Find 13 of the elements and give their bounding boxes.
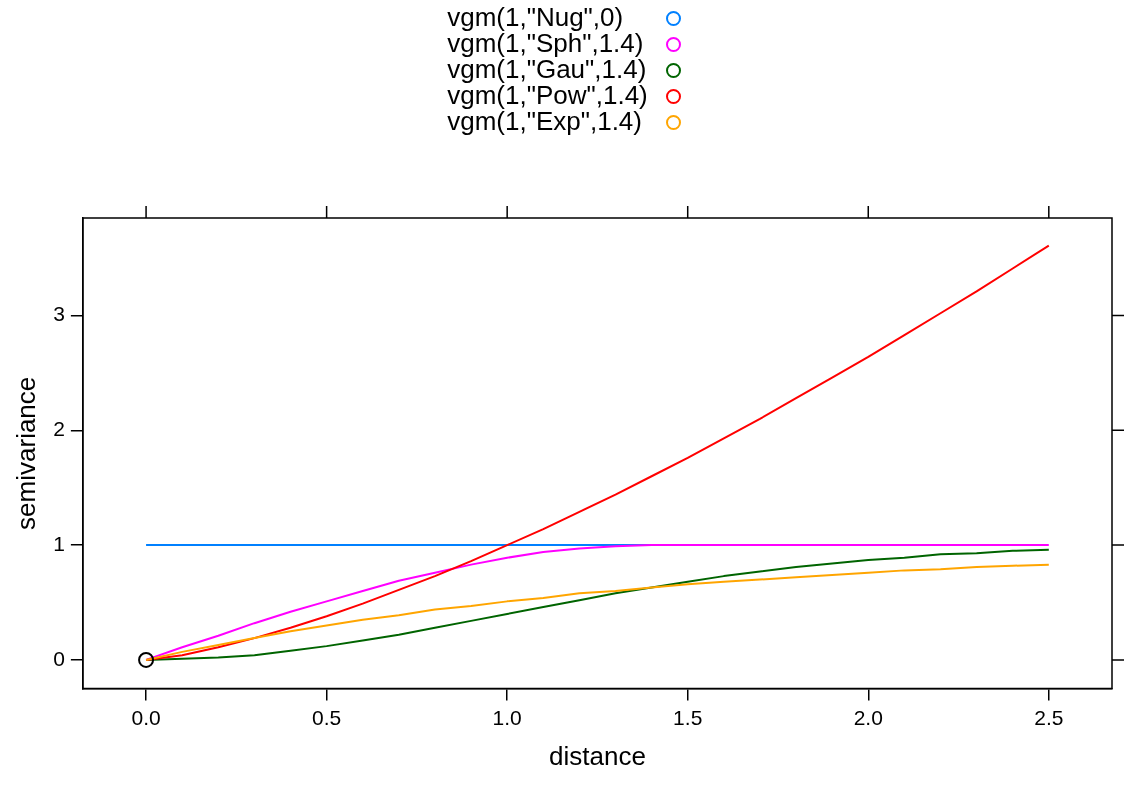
legend-label: vgm(1,"Nug",0) [447,2,625,32]
y-axis-title: semivariance [10,376,41,530]
x-tick-label: 1.0 [492,706,522,729]
x-tick-label: 0.5 [312,706,342,729]
x-tick-label: 2.0 [853,706,883,729]
y-tick-label: 1 [53,531,65,555]
y-tick-label: 0 [53,646,65,670]
y-tick-label: 3 [53,302,65,326]
x-tick-label: 0.0 [131,706,161,729]
y-tick-label: 2 [53,417,65,441]
x-tick-label: 2.5 [1034,706,1064,729]
x-tick-label: 1.5 [673,706,703,729]
x-axis-title: distance [549,740,646,771]
